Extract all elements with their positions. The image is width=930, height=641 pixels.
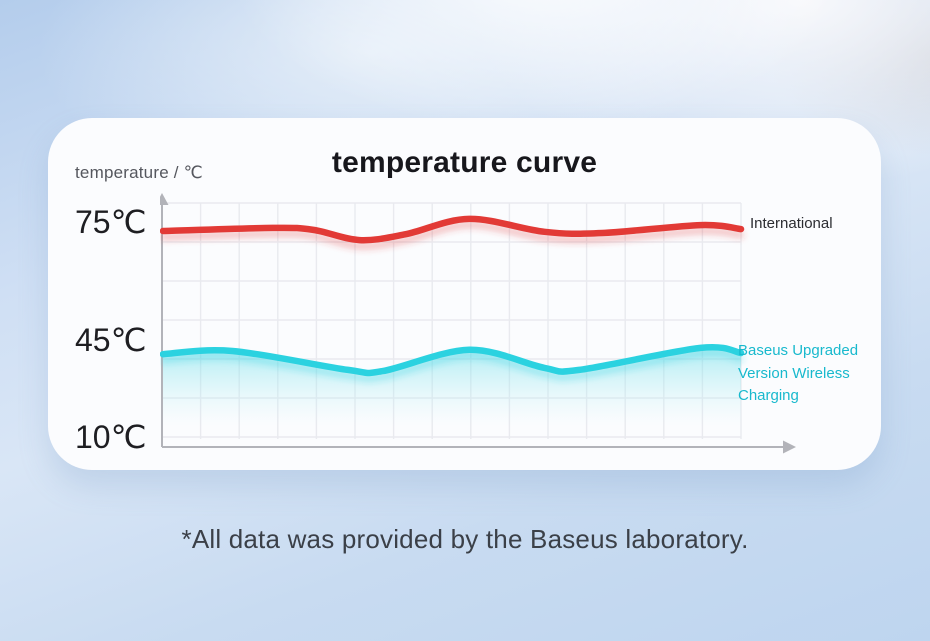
y-tick-10: 10℃ bbox=[75, 419, 147, 455]
footer-note: *All data was provided by the Baseus lab… bbox=[181, 524, 749, 554]
y-axis bbox=[160, 193, 169, 447]
legend-international: International bbox=[750, 215, 833, 232]
x-axis bbox=[162, 440, 796, 454]
y-tick-45: 45℃ bbox=[75, 322, 147, 358]
international-curve-glow bbox=[160, 221, 745, 250]
international-curve bbox=[160, 215, 745, 244]
y-axis-title: temperature / ℃ bbox=[75, 163, 203, 182]
chart-title: temperature curve bbox=[331, 146, 598, 179]
chart-card: temperature curve temperature / ℃ 75℃ 45… bbox=[48, 118, 881, 470]
baseus-curve-glow bbox=[160, 349, 745, 383]
y-tick-75: 75℃ bbox=[75, 204, 147, 240]
temperature-chart bbox=[160, 193, 796, 454]
y-axis-arrow-icon bbox=[160, 193, 169, 205]
x-axis-arrow-icon bbox=[783, 440, 796, 454]
legend-baseus: Baseus Upgraded Version Wireless Chargin… bbox=[738, 342, 859, 404]
baseus-curve bbox=[160, 343, 745, 377]
